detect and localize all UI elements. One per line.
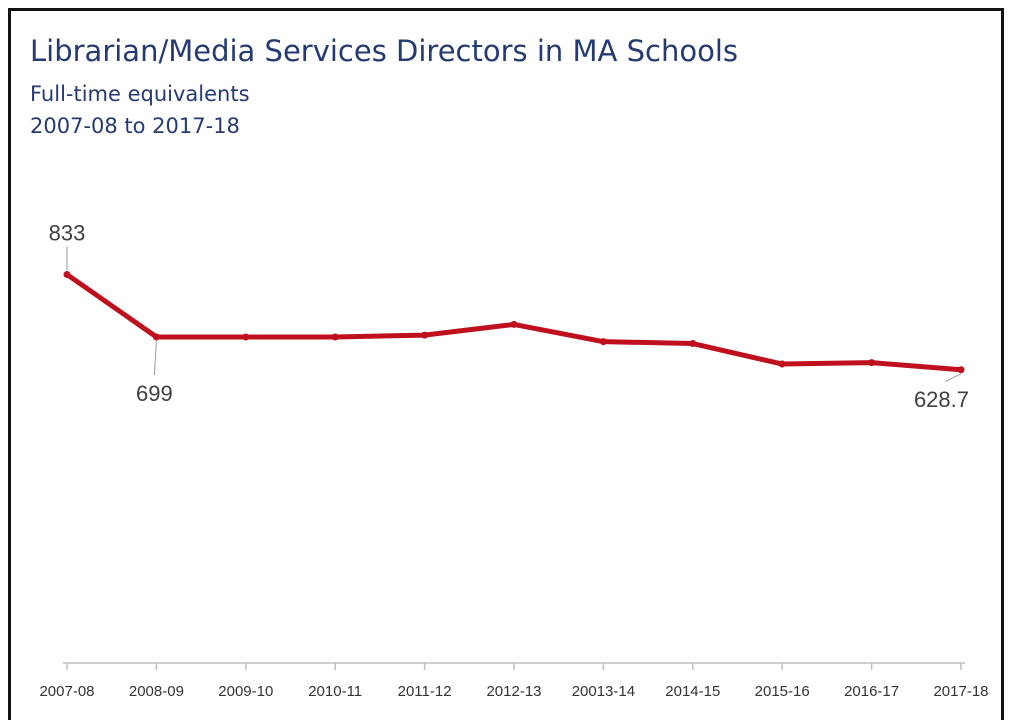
chart-subtitle: Full-time equivalents [30,82,250,106]
x-tick-label: 2012-13 [486,683,541,700]
data-label: 699 [136,381,173,406]
x-tick-label: 2011-12 [398,683,452,700]
x-tick-label: 20013-14 [572,683,635,700]
x-tick-label: 2009-10 [218,683,273,700]
data-point [957,366,965,374]
x-tick-label: 2010-11 [308,683,362,700]
data-point [421,331,429,339]
x-tick-label: 2016-17 [844,683,899,700]
chart-date-range: 2007-08 to 2017-18 [30,114,240,138]
data-label: 833 [49,220,86,245]
data-point [331,333,339,341]
x-tick-label: 2014-15 [665,683,720,700]
data-label: 628.7 [914,387,969,412]
x-tick-label: 2015-16 [755,683,810,700]
data-point [152,333,160,341]
data-point [778,360,786,368]
data-label-leader [944,373,962,383]
x-tick-label: 2017-18 [933,683,988,700]
data-point [689,340,697,348]
data-point [242,333,250,341]
x-tick-label: 2007-08 [39,683,94,700]
data-point [63,270,71,278]
data-point [599,338,607,346]
x-tick-label: 2008-09 [129,683,184,700]
data-point [510,320,518,328]
chart-title: Librarian/Media Services Directors in MA… [30,34,738,68]
data-label-leader [153,340,157,376]
data-point [868,359,876,367]
